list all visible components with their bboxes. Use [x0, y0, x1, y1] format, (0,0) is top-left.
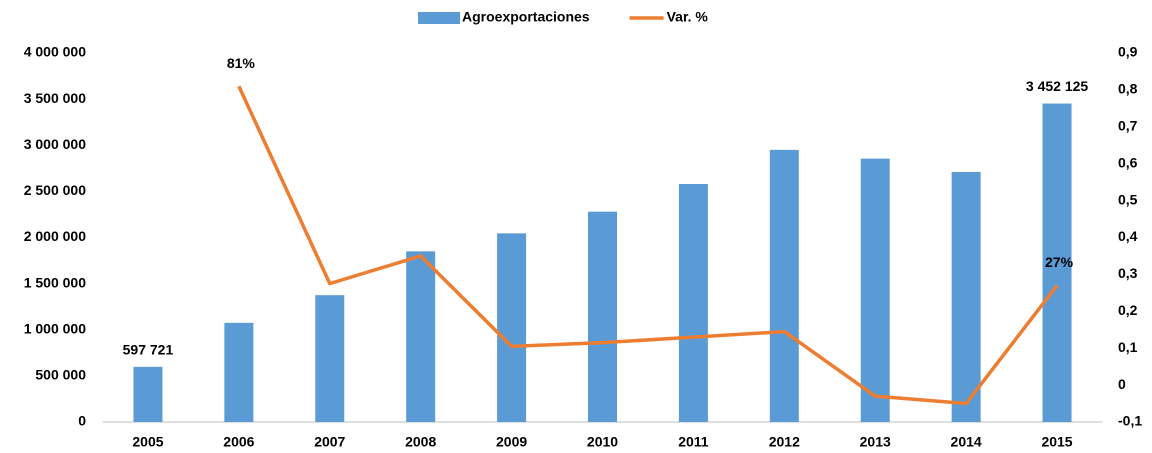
x-tick-label: 2007	[314, 434, 345, 450]
bar	[769, 149, 799, 423]
y2-tick-label: 0	[1118, 376, 1126, 392]
bar	[588, 211, 617, 422]
y2-tick-label: 0,4	[1118, 228, 1138, 244]
y-tick-label: 3 500 000	[24, 90, 86, 106]
bar	[224, 322, 254, 422]
bar	[678, 183, 708, 422]
x-tick-label: 2012	[769, 434, 800, 450]
x-tick-label: 2015	[1041, 434, 1072, 450]
y-tick-label: 0	[78, 413, 86, 429]
legend-swatch	[418, 12, 460, 24]
data-label: 597 721	[123, 342, 174, 358]
y2-tick-label: 0,2	[1118, 302, 1138, 318]
bar	[497, 233, 527, 422]
y-tick-label: 3 000 000	[24, 136, 86, 152]
y-tick-label: 1 500 000	[24, 274, 86, 290]
data-label: 3 452 125	[1026, 78, 1088, 94]
x-tick-label: 2010	[587, 434, 618, 450]
x-tick-label: 2014	[951, 434, 982, 450]
x-tick-label: 2009	[496, 434, 527, 450]
x-tick-label: 2011	[678, 434, 709, 450]
y2-tick-label: 0,8	[1118, 81, 1138, 97]
bar	[315, 295, 345, 422]
data-label: 27%	[1045, 254, 1074, 270]
y-tick-label: 1 000 000	[24, 320, 86, 336]
y2-tick-label: 0,5	[1118, 191, 1138, 207]
bar	[406, 251, 436, 422]
y2-tick-label: -0,1	[1118, 413, 1142, 429]
x-tick-label: 2013	[860, 434, 891, 450]
y-tick-label: 4 000 000	[24, 44, 86, 60]
y2-tick-label: 0,6	[1118, 154, 1138, 170]
y2-tick-label: 0,1	[1118, 339, 1138, 355]
y2-tick-label: 0,3	[1118, 265, 1138, 281]
line	[237, 85, 1059, 406]
x-tick-label: 2008	[405, 434, 436, 450]
x-tick-label: 2006	[223, 434, 254, 450]
bar	[133, 366, 163, 422]
y2-tick-label: 0,7	[1118, 118, 1138, 134]
legend-label: Agroexportaciones	[462, 9, 590, 25]
bar	[860, 158, 890, 422]
bar	[1042, 103, 1072, 422]
y-tick-label: 2 000 000	[24, 228, 86, 244]
x-tick-label: 2005	[132, 434, 163, 450]
data-label: 81%	[227, 55, 256, 71]
legend-label: Var. %	[667, 9, 709, 25]
y-tick-label: 2 500 000	[24, 182, 86, 198]
bar	[951, 172, 981, 422]
y-tick-label: 500 000	[35, 367, 86, 383]
y2-tick-label: 0,9	[1118, 44, 1138, 60]
